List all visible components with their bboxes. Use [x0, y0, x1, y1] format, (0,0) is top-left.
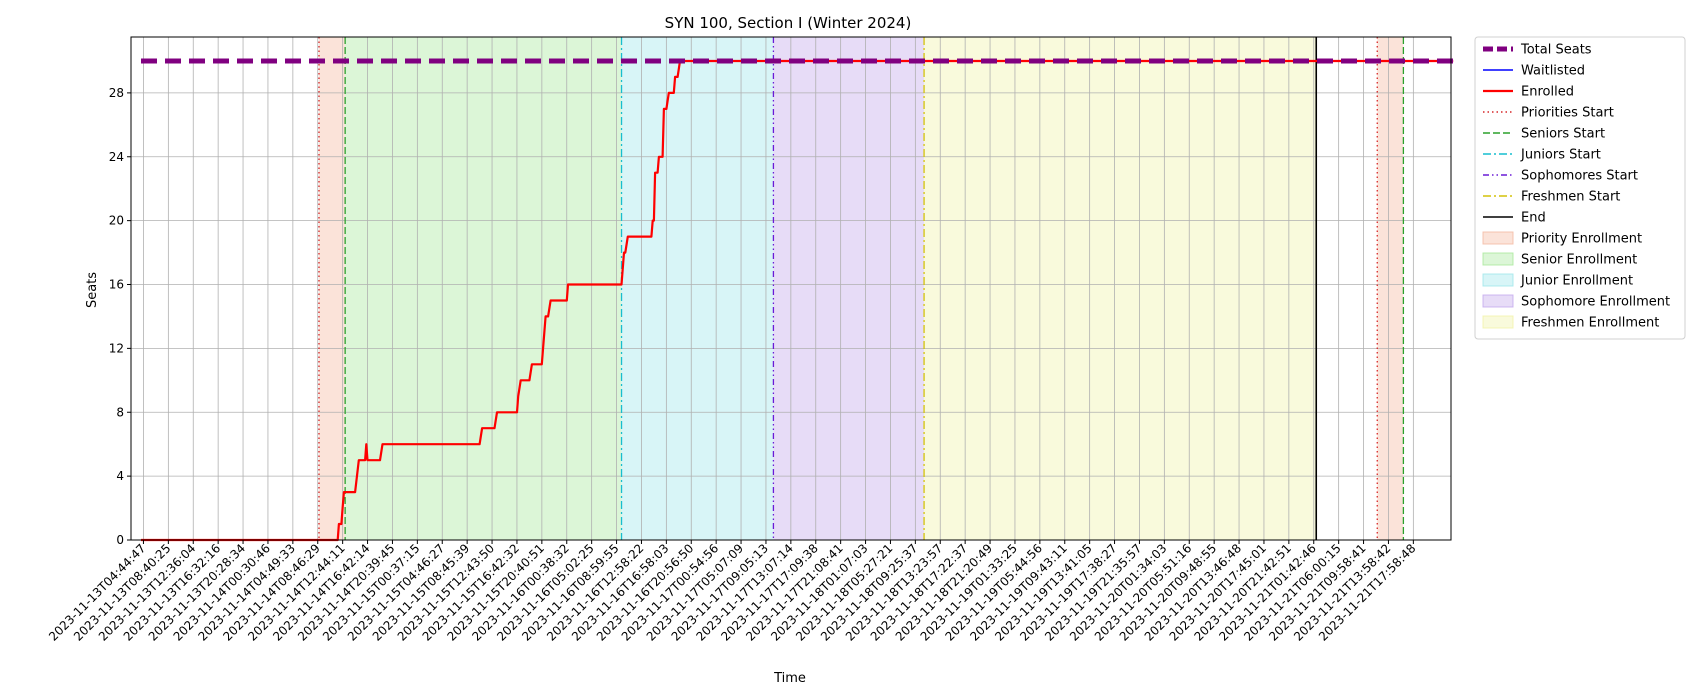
region-sophomore-enrollment-0: [773, 37, 925, 540]
legend-entry: Priority Enrollment: [1482, 231, 1642, 247]
legend-label: Freshmen Start: [1521, 190, 1620, 205]
legend-label: Juniors Start: [1520, 148, 1601, 163]
y-tick-label: 0: [116, 533, 124, 547]
y-tick-label: 20: [109, 214, 124, 228]
legend-label: Waitlisted: [1521, 64, 1585, 79]
y-tick-label: 16: [109, 278, 124, 292]
x-axis-title: Time: [773, 671, 806, 686]
legend-entry: Enrolled: [1483, 85, 1574, 100]
y-tick-label: 28: [109, 86, 124, 100]
legend-label: Senior Enrollment: [1521, 253, 1637, 268]
grid-lines: [131, 37, 1451, 541]
legend-entry: Total Seats: [1483, 43, 1592, 58]
legend-swatch: [1482, 273, 1514, 287]
legend-entry: Waitlisted: [1483, 64, 1585, 79]
legend: Total Seats Waitlisted Enrolled Priorities …: [1474, 36, 1686, 340]
region-freshmen-enrollment-0: [924, 37, 1317, 540]
y-tick-label: 12: [109, 341, 124, 355]
legend-entry: Junior Enrollment: [1482, 273, 1633, 289]
legend-entry: Freshmen Enrollment: [1482, 315, 1659, 331]
shaded-regions: [318, 37, 1404, 540]
legend-entry: Sophomores Start: [1483, 169, 1638, 184]
y-tick-label: 4: [116, 469, 124, 483]
legend-swatch: [1482, 294, 1514, 308]
data-series: [141, 58, 1454, 542]
region-junior-enrollment-0: [621, 37, 774, 540]
legend-label: Junior Enrollment: [1520, 274, 1633, 289]
legend-label: Priority Enrollment: [1521, 232, 1642, 247]
legend-label: Priorities Start: [1521, 106, 1614, 121]
phase-markers: [318, 37, 1405, 540]
x-axis-ticks: 2023-11-13T04:44:472023-11-13T08:40:2520…: [46, 540, 1418, 644]
chart-title: SYN 100, Section I (Winter 2024): [665, 14, 912, 32]
legend-entry: Juniors Start: [1483, 148, 1601, 163]
legend-entry: Seniors Start: [1483, 127, 1605, 142]
legend-swatch: [1482, 231, 1514, 245]
legend-swatch: [1482, 315, 1514, 329]
series-enrolled: [141, 59, 1454, 542]
y-tick-label: 24: [109, 150, 124, 164]
legend-label: Freshmen Enrollment: [1521, 316, 1659, 331]
legend-label: End: [1521, 211, 1546, 226]
legend-entry: Priorities Start: [1483, 106, 1614, 121]
legend-entry: End: [1483, 211, 1546, 226]
legend-entry: Senior Enrollment: [1482, 252, 1637, 268]
legend-frame: [1474, 36, 1686, 340]
legend-entry: Sophomore Enrollment: [1482, 294, 1670, 310]
legend-label: Total Seats: [1520, 43, 1592, 58]
region-priority-enrollment-0: [318, 37, 346, 540]
y-axis-ticks: 0 4 8 12 16 20 24 28: [109, 86, 131, 547]
legend-label: Enrolled: [1521, 85, 1574, 100]
legend-label: Seniors Start: [1521, 127, 1605, 142]
legend-label: Sophomores Start: [1521, 169, 1638, 184]
region-senior-enrollment-0: [345, 37, 622, 540]
legend-label: Sophomore Enrollment: [1521, 295, 1670, 310]
legend-swatch: [1482, 252, 1514, 266]
y-tick-label: 8: [116, 405, 124, 419]
legend-entry: Freshmen Start: [1483, 190, 1620, 205]
region-priority-enrollment-1: [1377, 37, 1404, 540]
y-axis-title: Seats: [85, 272, 100, 308]
